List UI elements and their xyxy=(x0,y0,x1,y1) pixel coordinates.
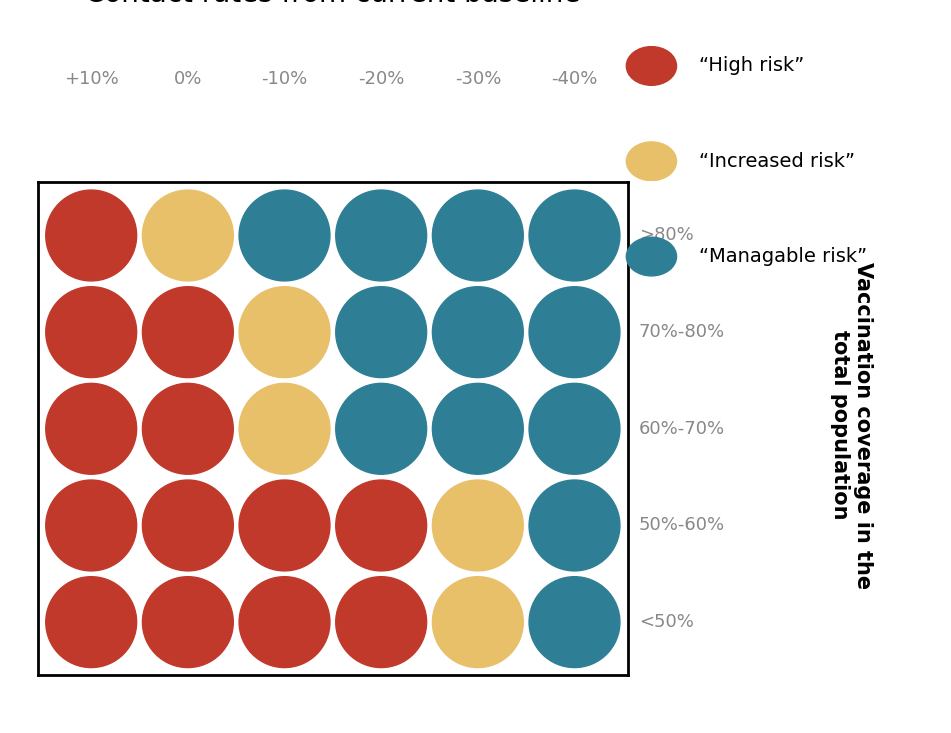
Text: Contact rates from current baseline: Contact rates from current baseline xyxy=(86,0,580,8)
Circle shape xyxy=(336,480,427,571)
Text: “Managable risk”: “Managable risk” xyxy=(699,247,867,266)
Text: “High risk”: “High risk” xyxy=(699,56,805,75)
Circle shape xyxy=(239,480,330,571)
Text: -10%: -10% xyxy=(262,70,307,88)
Circle shape xyxy=(143,287,233,377)
Text: “Increased risk”: “Increased risk” xyxy=(699,152,855,171)
Circle shape xyxy=(627,237,676,276)
Text: >80%: >80% xyxy=(639,226,693,245)
Circle shape xyxy=(143,577,233,668)
Circle shape xyxy=(627,142,676,180)
Circle shape xyxy=(46,287,137,377)
Circle shape xyxy=(433,383,523,474)
Circle shape xyxy=(433,577,523,668)
Circle shape xyxy=(529,480,620,571)
Circle shape xyxy=(143,190,233,281)
Circle shape xyxy=(239,190,330,281)
Circle shape xyxy=(336,577,427,668)
Circle shape xyxy=(433,190,523,281)
Text: 50%-60%: 50%-60% xyxy=(639,517,725,534)
Text: <50%: <50% xyxy=(639,613,693,631)
Circle shape xyxy=(46,190,137,281)
Circle shape xyxy=(336,383,427,474)
Circle shape xyxy=(239,577,330,668)
Circle shape xyxy=(433,287,523,377)
Circle shape xyxy=(529,383,620,474)
Circle shape xyxy=(529,190,620,281)
Text: Vaccination coverage in the
total population: Vaccination coverage in the total popula… xyxy=(829,262,873,589)
Text: 60%-70%: 60%-70% xyxy=(639,420,725,438)
Text: -20%: -20% xyxy=(358,70,404,88)
Circle shape xyxy=(239,287,330,377)
Text: 0%: 0% xyxy=(174,70,202,88)
Circle shape xyxy=(336,287,427,377)
Circle shape xyxy=(433,480,523,571)
Circle shape xyxy=(46,480,137,571)
Circle shape xyxy=(46,383,137,474)
Circle shape xyxy=(143,480,233,571)
Circle shape xyxy=(529,287,620,377)
Circle shape xyxy=(627,47,676,85)
Circle shape xyxy=(143,383,233,474)
Circle shape xyxy=(46,577,137,668)
Text: 70%-80%: 70%-80% xyxy=(639,323,725,341)
Circle shape xyxy=(529,577,620,668)
Text: -40%: -40% xyxy=(552,70,597,88)
Circle shape xyxy=(336,190,427,281)
Text: +10%: +10% xyxy=(64,70,119,88)
Circle shape xyxy=(239,383,330,474)
Text: -30%: -30% xyxy=(455,70,501,88)
